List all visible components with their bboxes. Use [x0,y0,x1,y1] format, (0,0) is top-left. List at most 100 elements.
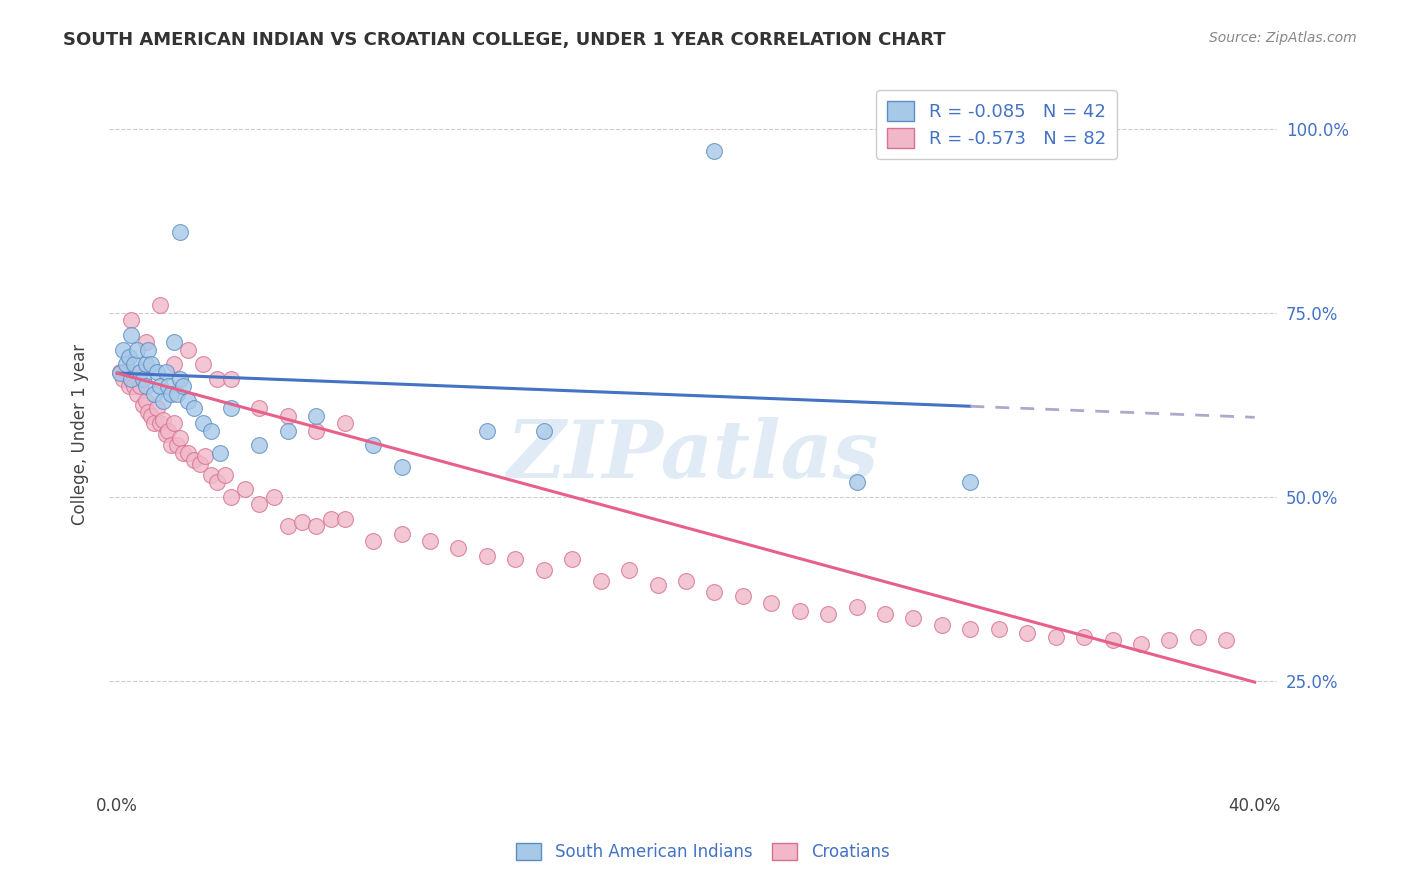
Point [845,475,868,489]
Point [219,372,242,386]
Point [117,379,139,393]
Legend: South American Indians, Croatians: South American Indians, Croatians [510,836,896,868]
Point [124,357,146,371]
Point [817,607,839,622]
Point [169,372,191,386]
Point [247,497,270,511]
Point [533,424,555,438]
Point [149,379,172,393]
Point [219,401,242,416]
Point [761,596,783,610]
Point [931,618,953,632]
Point [169,225,191,239]
Y-axis label: College, Under 1 year: College, Under 1 year [72,343,89,524]
Point [163,416,186,430]
Point [205,372,228,386]
Point [277,424,299,438]
Point [277,409,299,423]
Point [188,457,211,471]
Point [208,445,231,459]
Point [291,516,314,530]
Point [160,438,183,452]
Point [391,526,413,541]
Point [789,604,811,618]
Point [138,405,160,419]
Point [172,379,194,393]
Point [166,386,188,401]
Point [108,366,131,380]
Point [845,600,868,615]
Point [152,394,174,409]
Point [1215,633,1237,648]
Point [127,343,149,357]
Point [305,409,328,423]
Point [1045,630,1067,644]
Point [1017,625,1039,640]
Point [129,365,152,379]
Point [108,365,131,379]
Text: SOUTH AMERICAN INDIAN VS CROATIAN COLLEGE, UNDER 1 YEAR CORRELATION CHART: SOUTH AMERICAN INDIAN VS CROATIAN COLLEG… [63,31,946,49]
Point [160,386,183,401]
Point [731,589,754,603]
Text: ZIPatlas: ZIPatlas [508,417,879,494]
Point [277,519,299,533]
Point [191,357,214,371]
Point [505,552,527,566]
Point [149,416,172,430]
Point [475,549,498,563]
Point [111,343,134,357]
Point [214,467,236,482]
Point [146,365,169,379]
Point [114,357,136,371]
Point [333,416,356,430]
Point [1187,630,1209,644]
Point [143,386,166,401]
Point [166,438,188,452]
Point [155,365,177,379]
Text: Source: ZipAtlas.com: Source: ZipAtlas.com [1209,31,1357,45]
Point [135,335,157,350]
Point [120,372,142,386]
Point [127,386,149,401]
Point [305,424,328,438]
Point [703,144,725,158]
Point [111,372,134,386]
Point [589,574,612,589]
Point [163,335,186,350]
Point [146,401,169,416]
Point [117,350,139,364]
Point [1159,633,1181,648]
Point [361,438,384,452]
Point [157,424,180,438]
Point [135,394,157,409]
Point [141,409,163,423]
Point [157,379,180,393]
Point [143,416,166,430]
Point [305,519,328,533]
Point [959,622,981,636]
Point [1073,630,1095,644]
Point [561,552,583,566]
Point [194,450,217,464]
Point [135,379,157,393]
Point [129,379,152,393]
Point [873,607,896,622]
Point [152,412,174,426]
Point [191,416,214,430]
Point [219,490,242,504]
Legend: R = -0.085   N = 42, R = -0.573   N = 82: R = -0.085 N = 42, R = -0.573 N = 82 [876,90,1116,159]
Point [233,483,256,497]
Point [447,541,470,556]
Point [124,379,146,393]
Point [361,533,384,548]
Point [132,372,155,386]
Point [163,357,186,371]
Point [419,533,441,548]
Point [149,298,172,312]
Point [177,445,200,459]
Point [319,512,342,526]
Point [987,622,1010,636]
Point [172,445,194,459]
Point [391,460,413,475]
Point [533,563,555,577]
